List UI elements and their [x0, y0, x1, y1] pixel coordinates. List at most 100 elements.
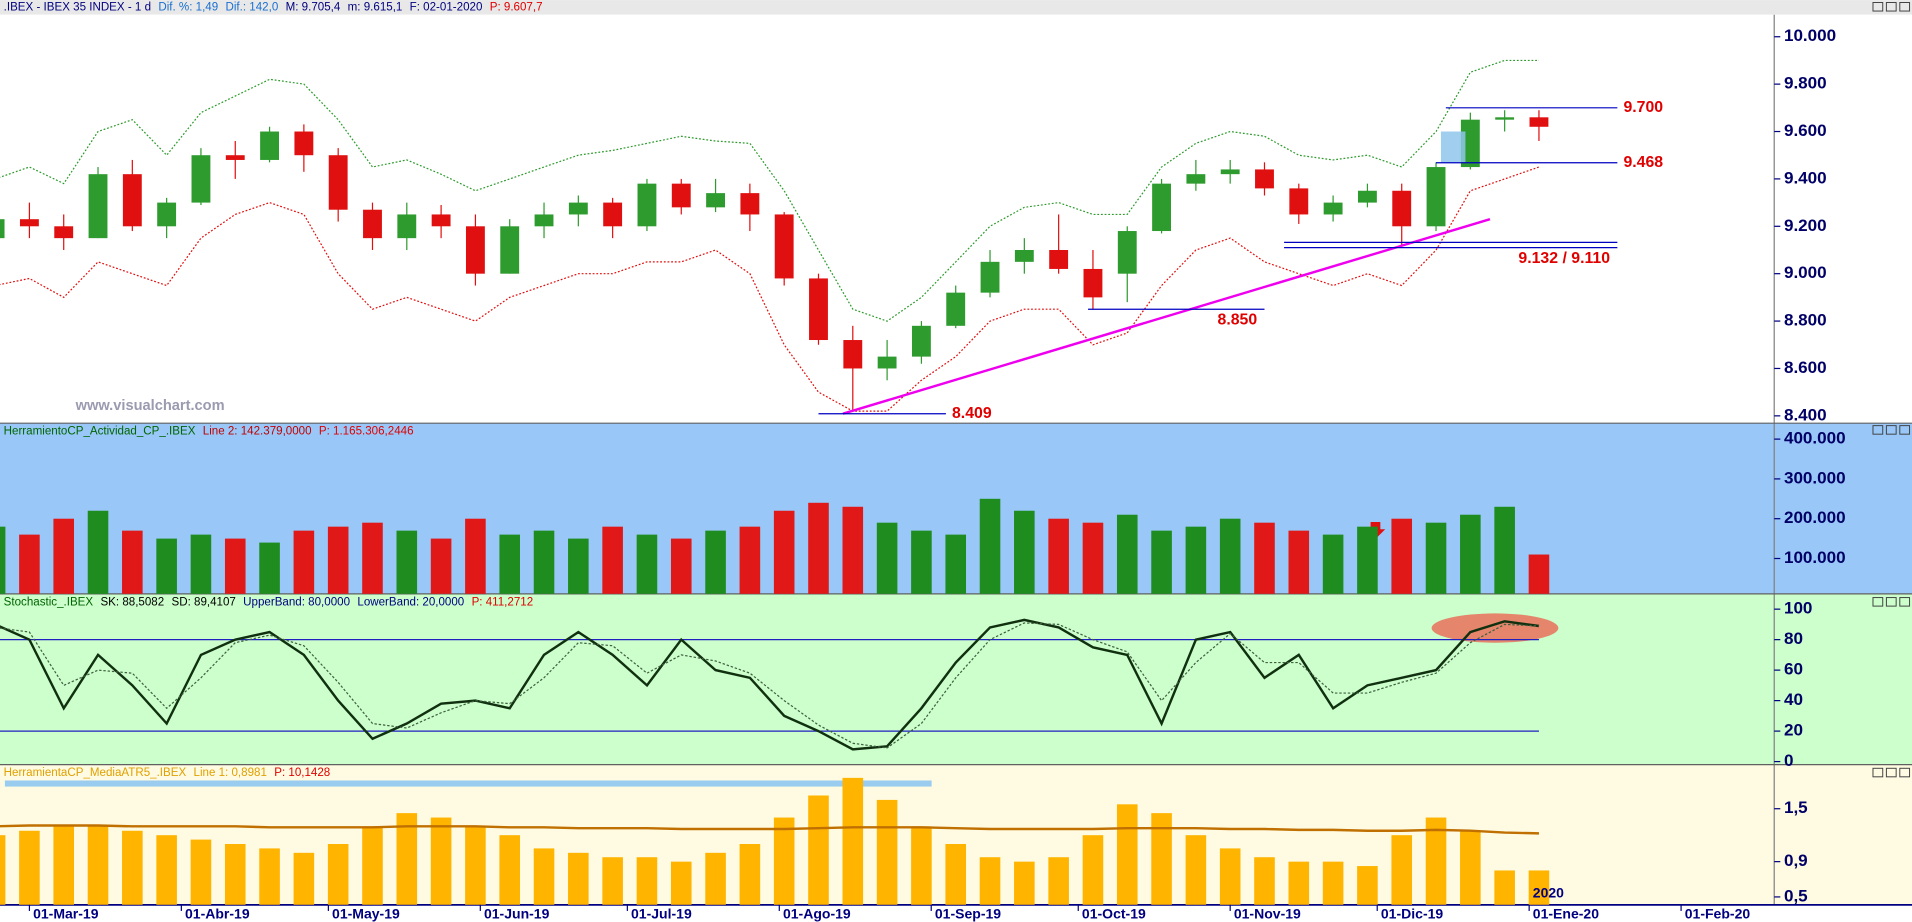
candle-body [431, 214, 451, 227]
bar [190, 534, 212, 594]
stochastic-line [0, 618, 1540, 751]
header-item: UpperBand: 80,0000 [243, 597, 350, 609]
y-tick-label: 9.200 [1784, 216, 1827, 235]
header-item: F: 02-01-2020 [410, 1, 483, 13]
bar [430, 817, 452, 905]
bar [602, 857, 623, 905]
watermark: www.visualchart.com [75, 398, 225, 414]
candle-body [1323, 202, 1343, 215]
header-item: .IBEX - IBEX 35 INDEX - 1 d [4, 1, 151, 13]
header-item: HerramientoCP_Actividad_CP_.IBEX [4, 426, 196, 438]
bar [259, 848, 280, 905]
bar [1151, 530, 1172, 594]
stochastic-panel [0, 593, 1912, 765]
bar [1048, 518, 1069, 594]
button-minimize[interactable] [1872, 2, 1884, 12]
bar [87, 826, 109, 905]
button-minimize[interactable] [1872, 767, 1884, 778]
x-tick-label: 01-Dic-19 [1381, 905, 1444, 921]
x-tick-label: 01-Nov-19 [1234, 905, 1301, 921]
button-close[interactable] [1899, 767, 1911, 778]
bar [362, 826, 383, 905]
bar [1460, 830, 1481, 905]
bar [739, 526, 761, 594]
bar [362, 522, 383, 594]
price-panel [0, 14, 1912, 424]
bar [1425, 522, 1447, 594]
level-label: 9.468 [1623, 154, 1663, 171]
bar [1528, 554, 1550, 594]
button-close[interactable] [1899, 597, 1911, 607]
bar [1425, 817, 1447, 905]
bar [979, 857, 1001, 905]
y-tick-label: 9.000 [1784, 263, 1827, 282]
y-tick-label: 8.600 [1784, 358, 1827, 377]
candle-body [225, 155, 245, 160]
overbought-highlight [1431, 613, 1559, 643]
candle-body [1083, 268, 1103, 298]
bar [53, 518, 75, 594]
candle-body [843, 340, 863, 369]
button-close[interactable] [1899, 425, 1911, 435]
header-item: P: 1.165.306,2446 [319, 426, 414, 438]
candle-body [1117, 231, 1137, 274]
bar [156, 835, 177, 905]
panel-header: Stochastic_.IBEX SK: 88,5082 SD: 89,4107 Up… [4, 597, 534, 609]
y-tick-label: 200.000 [1784, 508, 1846, 527]
candle-body [1255, 169, 1274, 189]
header-item: M: 9.705,4 [286, 1, 341, 13]
candle-body [706, 193, 725, 208]
x-tick-label: 01-Oct-19 [1082, 905, 1146, 921]
button-maximize[interactable] [1885, 2, 1897, 12]
button-maximize[interactable] [1885, 767, 1897, 778]
bar [1322, 534, 1344, 594]
plot-area [0, 618, 1540, 751]
bar [945, 844, 967, 905]
bar [1288, 530, 1310, 594]
candle-body [1392, 190, 1412, 227]
candle-body [637, 183, 657, 227]
x-tick-label: 01-May-19 [332, 905, 400, 921]
candle-body [88, 174, 108, 239]
panel-header: HerramientaCP_MediaATR5_.IBEX Line 1: 0,8… [4, 767, 331, 779]
candle-body [671, 183, 691, 208]
bar [1185, 526, 1207, 594]
bar [156, 538, 177, 594]
button-minimize[interactable] [1872, 425, 1884, 435]
button-minimize[interactable] [1872, 597, 1884, 607]
bar [1494, 870, 1515, 905]
y-tick-label: 100 [1784, 599, 1812, 618]
x-tick-label: 01-Ago-19 [783, 905, 851, 921]
bar [1391, 518, 1413, 594]
y-tick-label: 0,5 [1784, 886, 1808, 905]
y-tick-label: 9.400 [1784, 168, 1827, 187]
plot-area [0, 498, 1550, 594]
header-item: m: 9.615,1 [348, 1, 403, 13]
x-tick-label: 01-Feb-20 [1685, 905, 1751, 921]
bar [842, 777, 864, 905]
bar [0, 526, 6, 594]
bar [0, 835, 6, 905]
button-maximize[interactable] [1885, 597, 1897, 607]
y-tick-label: 40 [1784, 690, 1803, 709]
candle-body [1014, 249, 1034, 262]
button-close[interactable] [1899, 2, 1911, 12]
bar [739, 844, 761, 905]
candle-body [980, 261, 1000, 293]
candle-body [191, 155, 211, 203]
bar [465, 518, 486, 594]
x-tick-label: 01-Sep-19 [935, 905, 1001, 921]
x-tick-label: 01-Jul-19 [631, 905, 692, 921]
button-maximize[interactable] [1885, 425, 1897, 435]
bar [1116, 514, 1138, 594]
candle-body [1049, 249, 1069, 269]
header-item: LowerBand: 20,0000 [357, 597, 464, 609]
candle-body [294, 131, 314, 156]
candle-body [946, 292, 966, 326]
bar [876, 799, 898, 905]
bar [87, 510, 109, 594]
trendline [842, 218, 1491, 415]
y-tick-label: 10.000 [1784, 26, 1836, 45]
bar [911, 530, 932, 594]
bar [1151, 813, 1172, 905]
